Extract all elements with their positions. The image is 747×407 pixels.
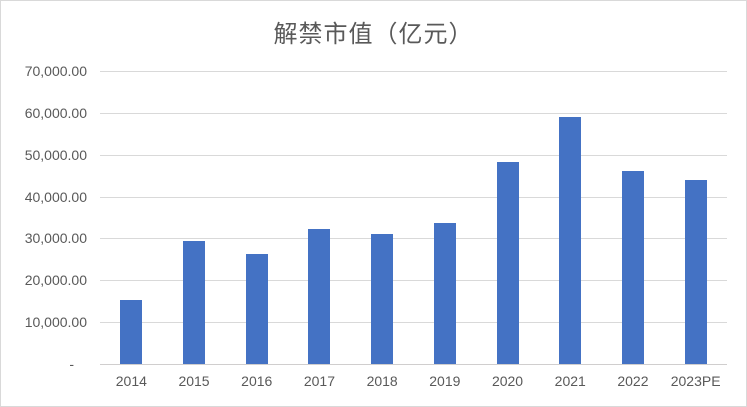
x-tick-label: 2015: [178, 373, 210, 389]
x-tick-label: 2017: [303, 373, 336, 389]
x-tick-label: 2014: [115, 373, 147, 389]
y-tick-label: -: [69, 356, 74, 372]
x-tick-label: 2022: [617, 373, 649, 389]
bar-2019: [433, 223, 456, 364]
x-tick-label: 2020: [491, 373, 524, 389]
bar-2018: [371, 234, 394, 364]
x-axis: 2014 2015 2016 2017 2018 2019 2020 2021 2022 2023…: [100, 371, 727, 393]
gridline: [100, 154, 727, 156]
bar-2015: [183, 241, 206, 364]
gridline: [100, 112, 727, 114]
y-tick-label: 30,000.00: [24, 230, 87, 247]
x-tick-label: 2023PE: [670, 373, 721, 389]
gridline: [100, 280, 727, 282]
bar-2023PE: [684, 180, 707, 364]
plot-area: [100, 71, 727, 365]
y-tick-label: 50,000.00: [24, 146, 87, 163]
x-tick-label: 2016: [241, 373, 273, 389]
y-tick-label: 60,000.00: [24, 104, 87, 121]
x-tick-label: 2019: [429, 373, 461, 389]
y-tick-label: 10,000.00: [24, 314, 87, 331]
gridline: [100, 71, 727, 72]
bar-2021: [559, 116, 582, 364]
gridline: [100, 196, 727, 198]
x-axis-line: [100, 364, 727, 365]
bar-2020: [496, 162, 519, 364]
bar-2022: [621, 170, 644, 364]
chart-title: 解禁市值（亿元）: [273, 21, 474, 48]
x-tick-label: 2018: [366, 373, 398, 389]
gridline: [100, 322, 727, 324]
bar-2014: [120, 299, 143, 364]
y-tick-label: 40,000.00: [24, 188, 87, 205]
bar-2017: [308, 229, 331, 364]
gridline: [100, 238, 727, 240]
bar-2016: [245, 253, 268, 364]
y-tick-label: 20,000.00: [24, 272, 87, 289]
y-axis: 70,000.00 60,000.00 50,000.00 40,000.00 30,0…: [1, 1, 87, 406]
y-tick-label: 70,000.00: [24, 63, 87, 79]
x-tick-label: 2021: [554, 373, 586, 389]
